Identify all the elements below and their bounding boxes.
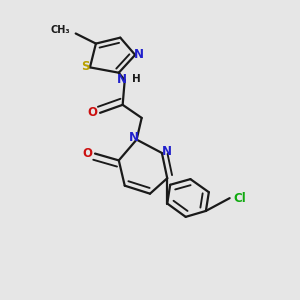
Text: N: N [162,145,172,158]
Text: S: S [81,60,90,73]
Text: H: H [132,74,141,84]
Text: CH₃: CH₃ [51,25,70,35]
Text: N: N [117,73,127,86]
Text: N: N [134,48,144,61]
Text: O: O [82,147,92,160]
Text: O: O [87,106,97,119]
Text: Cl: Cl [233,192,246,205]
Text: N: N [129,131,139,144]
